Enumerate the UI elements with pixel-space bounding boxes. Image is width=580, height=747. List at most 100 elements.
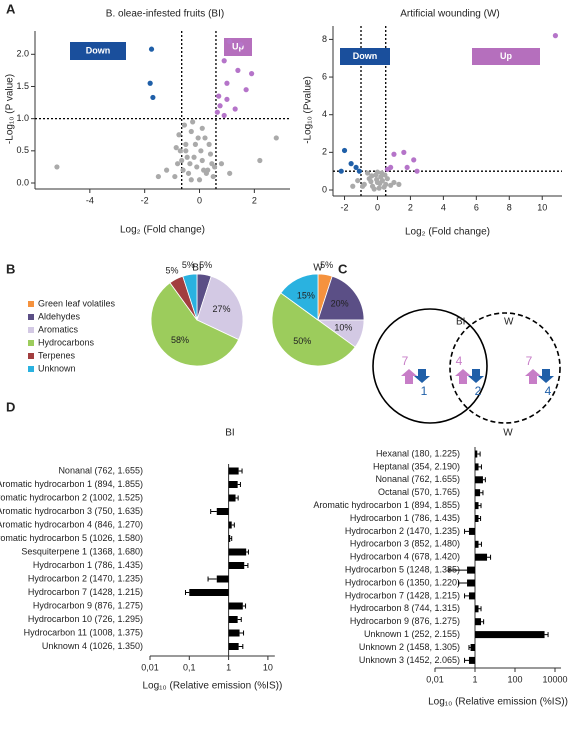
point <box>148 46 155 52</box>
point <box>371 186 377 192</box>
point <box>350 183 356 189</box>
point <box>377 180 383 187</box>
error-bar <box>481 619 485 625</box>
point <box>404 164 410 171</box>
annotation: Down <box>353 51 378 61</box>
panel-label: A <box>6 1 16 16</box>
point <box>179 157 185 164</box>
pie-slice <box>196 275 244 341</box>
y-axis-label: -Log₁₀ (Pvalue) <box>303 76 314 144</box>
point <box>185 170 192 176</box>
point <box>199 125 205 131</box>
point <box>243 87 249 93</box>
point <box>356 168 362 174</box>
y-tick-label: Nonanal (762, 1.655) <box>58 465 143 475</box>
point <box>173 145 179 151</box>
venn-circle <box>449 312 561 424</box>
pie-slice <box>182 273 198 321</box>
error-bar <box>239 630 245 636</box>
venn-circle <box>372 308 488 424</box>
error-bar <box>231 522 235 528</box>
error-bar <box>184 590 190 595</box>
point <box>381 184 387 190</box>
bar <box>228 643 239 650</box>
slice-label: 15% <box>297 291 315 301</box>
y-tick-label: Hydrocarbon 1 (786, 1.435) <box>33 560 143 570</box>
point <box>54 164 60 170</box>
x-tick-label: 100 <box>507 674 522 684</box>
point <box>199 157 205 164</box>
panel-label: D <box>6 399 15 414</box>
point <box>341 147 348 154</box>
error-bar <box>478 464 482 470</box>
y-tick-label: Unknown 4 (1026, 1.350) <box>42 641 143 651</box>
error-bar <box>487 554 492 560</box>
error-bar <box>458 580 468 586</box>
legend-label: Green leaf volatiles <box>38 298 116 308</box>
annotation-box <box>340 48 390 65</box>
y-tick-label: Aromatic hydrocarbon 1 (894, 1.855) <box>0 479 143 489</box>
point <box>191 154 197 160</box>
bar <box>228 602 243 610</box>
up-arrow <box>455 369 471 384</box>
point <box>211 164 218 170</box>
point <box>217 103 223 109</box>
legend-swatch <box>28 314 34 320</box>
point <box>190 119 196 125</box>
point <box>188 128 194 135</box>
point <box>183 141 189 147</box>
slice-label: 5% <box>199 260 212 270</box>
point <box>227 170 233 176</box>
point <box>376 185 382 191</box>
x-tick-label: 1 <box>226 662 231 672</box>
slice-label: 10% <box>334 323 352 333</box>
x-axis-label: Log₁₀ (Relative emission (%IS)) <box>428 697 568 708</box>
slice-label: 20% <box>331 299 349 309</box>
x-tick-label: 0,01 <box>141 662 159 672</box>
y-tick-label: 4 <box>322 109 327 119</box>
bar <box>228 467 239 475</box>
legend-label: Terpenes <box>38 350 76 360</box>
point <box>355 177 361 184</box>
bar <box>228 548 247 556</box>
x-tick-label: 6 <box>474 202 479 212</box>
chart-title: Artificial wounding (W) <box>400 9 499 20</box>
point <box>206 141 212 147</box>
y-tick-label: Octanal (570, 1.765) <box>378 487 460 497</box>
bar <box>475 631 545 639</box>
legend-label: Aromatics <box>38 324 79 334</box>
error-bar <box>238 644 244 649</box>
y-tick-label: 2 <box>322 147 327 157</box>
point <box>224 96 230 102</box>
bar <box>228 481 238 488</box>
point <box>221 58 227 64</box>
y-tick-label: 0 <box>322 184 327 194</box>
y-tick-label: Hydrocarbon 7 (1428, 1.215) <box>345 590 460 600</box>
legend-swatch <box>28 301 34 307</box>
y-tick-label: 1.5 <box>16 81 29 91</box>
chart-title: B. oleae-infested fruits (BI) <box>106 9 224 20</box>
x-axis-label: Log₁₀ (Relative emission (%IS)) <box>143 681 283 692</box>
x-tick-label: -4 <box>86 195 94 205</box>
point <box>401 149 407 155</box>
pie-slice <box>271 292 356 367</box>
error-bar <box>478 516 482 521</box>
slice-label: 50% <box>293 336 311 346</box>
point <box>353 164 359 171</box>
error-bar <box>237 617 242 622</box>
point <box>235 67 241 73</box>
x-tick-label: 0,1 <box>183 662 196 672</box>
bar <box>228 629 240 637</box>
bar <box>475 540 479 548</box>
x-tick-label: 2 <box>408 202 413 212</box>
point <box>552 33 559 39</box>
y-tick-label: 0.5 <box>16 145 29 155</box>
y-tick-label: Unknown 2 (1458, 1.305) <box>359 642 460 652</box>
bar <box>228 535 231 542</box>
point <box>172 173 178 180</box>
point <box>414 168 420 174</box>
pie-slice <box>150 282 240 367</box>
point <box>391 151 397 157</box>
point <box>184 154 190 160</box>
y-tick-label: Sesquiterpene 1 (1368, 1.680) <box>21 546 143 556</box>
